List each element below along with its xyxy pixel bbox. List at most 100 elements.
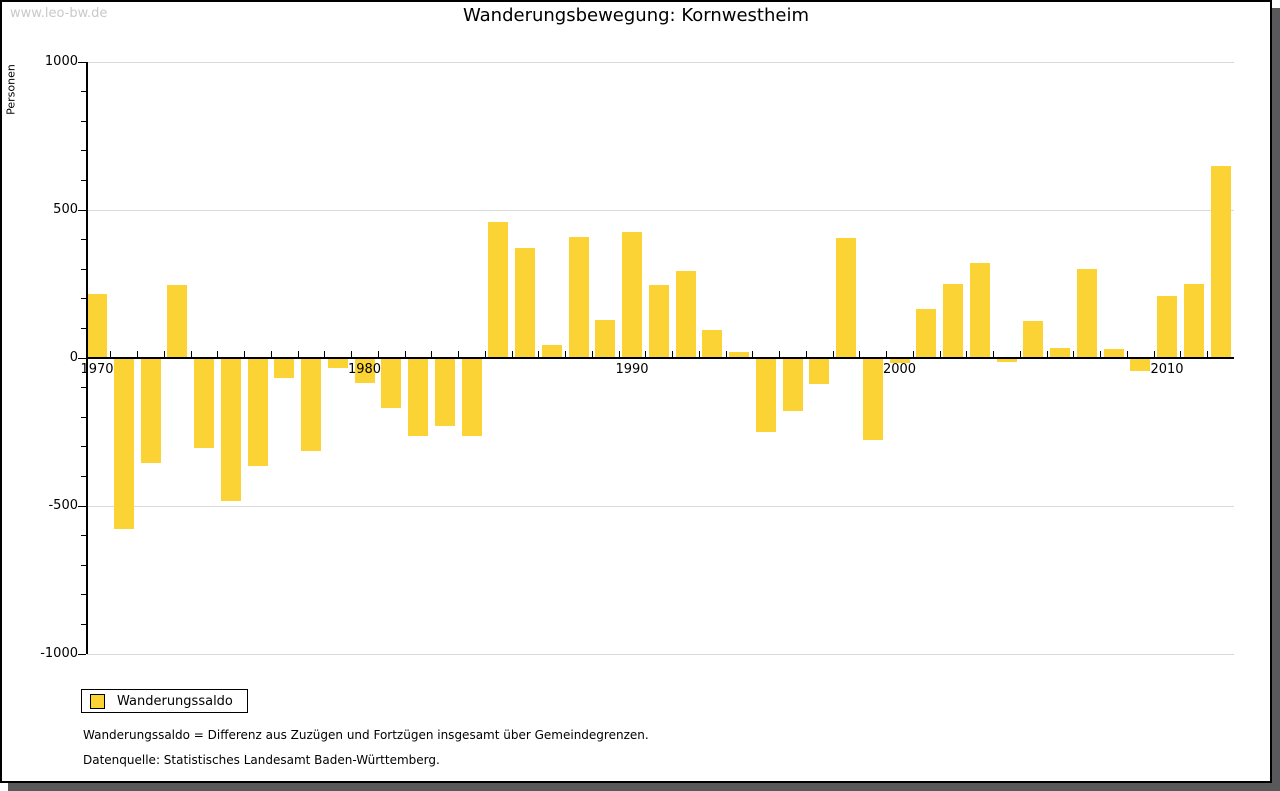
gridline-1000 — [87, 61, 1234, 63]
x-tick-label-1970: 1970 — [80, 362, 114, 377]
x-axis-line — [87, 357, 1234, 359]
bar-1989 — [595, 319, 616, 358]
x-tick-label-2010: 2010 — [1150, 362, 1184, 377]
x-tick — [1126, 351, 1128, 357]
bar-2011 — [1183, 284, 1204, 358]
bar-2002 — [943, 284, 963, 358]
y-tick-900 — [81, 91, 86, 93]
bar-2008 — [1103, 349, 1124, 358]
x-tick — [538, 351, 540, 357]
gridline--500 — [87, 505, 1234, 507]
y-tick-label--1000: -1000 — [40, 646, 78, 661]
bar-2010 — [1157, 295, 1177, 358]
bar-1981 — [381, 359, 402, 408]
x-tick — [993, 351, 995, 357]
y-tick--200 — [81, 416, 86, 418]
x-tick — [110, 351, 112, 357]
y-tick-label-500: 500 — [53, 202, 78, 217]
y-tick-label--500: -500 — [48, 498, 78, 513]
y-tick--1000 — [78, 653, 86, 655]
y-tick-100 — [81, 327, 86, 329]
x-tick — [912, 351, 914, 357]
x-tick — [1207, 351, 1209, 357]
x-tick — [163, 351, 165, 357]
x-tick — [1180, 351, 1182, 357]
bar-1978 — [301, 359, 321, 451]
bar-1990 — [622, 232, 642, 358]
x-tick — [859, 351, 861, 357]
x-tick — [244, 351, 246, 357]
y-tick--800 — [81, 594, 86, 596]
x-tick — [484, 351, 486, 357]
footnote-source: Datenquelle: Statistisches Landesamt Bad… — [83, 753, 440, 767]
x-tick — [1046, 351, 1048, 357]
y-tick-0 — [78, 357, 86, 359]
y-tick--600 — [81, 535, 86, 537]
x-tick — [886, 351, 888, 357]
bar-1976 — [247, 359, 268, 466]
bar-2001 — [916, 309, 937, 358]
bar-1993 — [702, 329, 723, 358]
chart-title: Wanderungsbewegung: Kornwestheim — [462, 5, 810, 26]
x-tick — [190, 351, 192, 357]
y-tick-300 — [81, 268, 86, 270]
x-tick — [458, 351, 460, 357]
legend-swatch — [90, 693, 105, 709]
bar-1974 — [194, 359, 214, 448]
footnote-definition: Wanderungssaldo = Differenz aus Zuzügen … — [83, 728, 649, 742]
bar-2006 — [1050, 347, 1070, 358]
y-tick-400 — [81, 239, 86, 241]
x-tick — [377, 351, 379, 357]
y-tick--500 — [78, 505, 86, 507]
x-tick — [565, 351, 567, 357]
bar-1991 — [648, 285, 669, 358]
bar-1977 — [274, 359, 295, 379]
bar-1997 — [809, 359, 830, 385]
gridline--1000 — [87, 653, 1234, 655]
bar-1975 — [220, 359, 241, 502]
bar-1987 — [541, 344, 562, 358]
bar-1985 — [488, 221, 509, 358]
bar-1996 — [782, 359, 803, 411]
x-tick — [805, 351, 807, 357]
x-tick — [511, 351, 513, 357]
bar-1970 — [87, 294, 107, 358]
y-tick-500 — [78, 209, 86, 211]
x-tick — [591, 351, 593, 357]
gridline-500 — [87, 209, 1234, 211]
window-shadow-bottom — [8, 783, 1280, 791]
x-tick — [1153, 351, 1155, 357]
x-tick — [137, 351, 139, 357]
x-tick — [217, 351, 219, 357]
y-tick-label-0: 0 — [69, 350, 78, 365]
window-shadow-right — [1272, 8, 1280, 791]
x-tick — [404, 351, 406, 357]
x-tick — [645, 351, 647, 357]
x-tick — [832, 351, 834, 357]
x-tick-label-1980: 1980 — [347, 362, 382, 377]
watermark: www.leo-bw.de — [10, 6, 108, 21]
y-tick--100 — [81, 387, 86, 389]
bar-1980 — [354, 359, 375, 383]
bar-2005 — [1023, 321, 1044, 358]
bar-1994 — [729, 352, 749, 358]
y-tick-label-1000: 1000 — [44, 54, 78, 69]
y-tick--300 — [81, 446, 86, 448]
x-tick — [966, 351, 968, 357]
x-tick — [939, 351, 941, 357]
x-tick — [752, 351, 754, 357]
x-tick — [672, 351, 674, 357]
bar-1972 — [140, 359, 161, 463]
bar-1986 — [515, 248, 535, 358]
x-tick — [1100, 351, 1102, 357]
bar-1984 — [461, 359, 482, 436]
y-tick--700 — [81, 564, 86, 566]
bar-2007 — [1076, 269, 1097, 358]
y-tick-700 — [81, 150, 86, 152]
x-tick — [618, 351, 620, 357]
bar-2009 — [1130, 359, 1151, 371]
x-tick — [431, 351, 433, 357]
y-tick-1000 — [78, 61, 86, 63]
